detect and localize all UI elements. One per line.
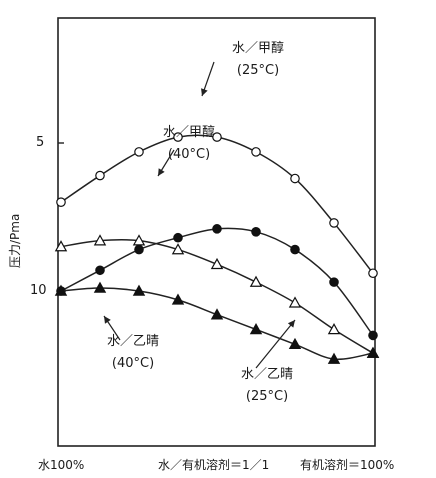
series-layer	[54, 132, 380, 364]
annotation-water-acetonitrile-40: 水／乙晴 (40°C)	[107, 331, 159, 375]
series-3-point-8	[366, 346, 380, 358]
annotation-line2: (25°C)	[236, 63, 280, 78]
series-3-point-0	[54, 284, 68, 296]
series-2-point-1	[93, 234, 107, 246]
series-2-point-6	[288, 296, 302, 308]
series-1-point-8	[368, 330, 378, 341]
y-axis-label: 压力/Pma	[8, 213, 22, 268]
y-tick-label-10: 10	[30, 283, 47, 298]
series-1-point-3	[173, 232, 183, 243]
x-tick-label-organic: 有机溶剂＝100%	[300, 458, 395, 472]
series-3-point-4	[210, 308, 224, 320]
annotation-line1: 水／乙晴	[107, 334, 160, 349]
series-1-point-2	[134, 244, 144, 255]
series-2-point-0	[54, 240, 68, 252]
series-2-point-2	[132, 234, 146, 246]
annotation-arrowhead-2	[104, 316, 111, 324]
series-2-point-7	[327, 323, 341, 335]
annotation-line1: 水／乙晴	[241, 367, 294, 382]
series-2-point-5	[249, 275, 263, 287]
annotation-line1: 水／甲醇	[232, 41, 285, 56]
series-1-point-7	[329, 277, 339, 287]
series-0-point-7	[329, 218, 339, 228]
plot-frame	[57, 17, 376, 447]
series-0-point-3	[173, 132, 183, 142]
annotation-line2: (40°C)	[167, 147, 211, 162]
series-0-point-5	[251, 147, 261, 157]
series-line-0	[60, 134, 374, 274]
series-0-point-2	[134, 147, 144, 157]
annotation-line1: 水／甲醇	[163, 125, 216, 140]
series-1-point-5	[251, 227, 261, 237]
annotation-arrowhead-1	[158, 168, 165, 176]
series-2-point-4	[210, 257, 224, 270]
annotation-arrow-3	[255, 319, 296, 369]
series-0-point-4	[212, 132, 222, 142]
annotation-arrowhead-0	[201, 88, 208, 96]
series-3-point-7	[327, 352, 341, 364]
x-tick-label-half: 水／有机溶剂＝1／1	[158, 458, 270, 472]
series-1-point-4	[212, 224, 222, 234]
series-0-point-8	[368, 268, 378, 279]
annotation-arrowhead-3	[287, 320, 295, 328]
annotation-line2: (40°C)	[111, 356, 155, 371]
annotation-water-methanol-25: 水／甲醇 (25°C)	[232, 38, 284, 82]
annotation-water-methanol-40: 水／甲醇 (40°C)	[163, 122, 215, 166]
y-tick-label-5: 5	[36, 135, 45, 150]
series-2-point-3	[171, 243, 185, 255]
series-1-point-1	[95, 265, 105, 276]
annotation-arrows	[103, 61, 296, 369]
series-0-point-6	[290, 173, 300, 184]
series-3-point-5	[249, 323, 263, 335]
annotation-line2: (25°C)	[245, 389, 289, 404]
annotation-water-acetonitrile-25: 水／乙晴 (25°C)	[241, 364, 293, 408]
series-3-point-1	[93, 281, 107, 293]
series-3-point-3	[171, 293, 185, 305]
series-1-point-6	[290, 244, 300, 255]
series-3-point-6	[288, 337, 302, 350]
series-0-point-1	[95, 170, 105, 181]
series-3-point-2	[132, 284, 146, 296]
series-0-point-0	[56, 197, 66, 207]
x-tick-label-water: 水100%	[38, 458, 85, 472]
